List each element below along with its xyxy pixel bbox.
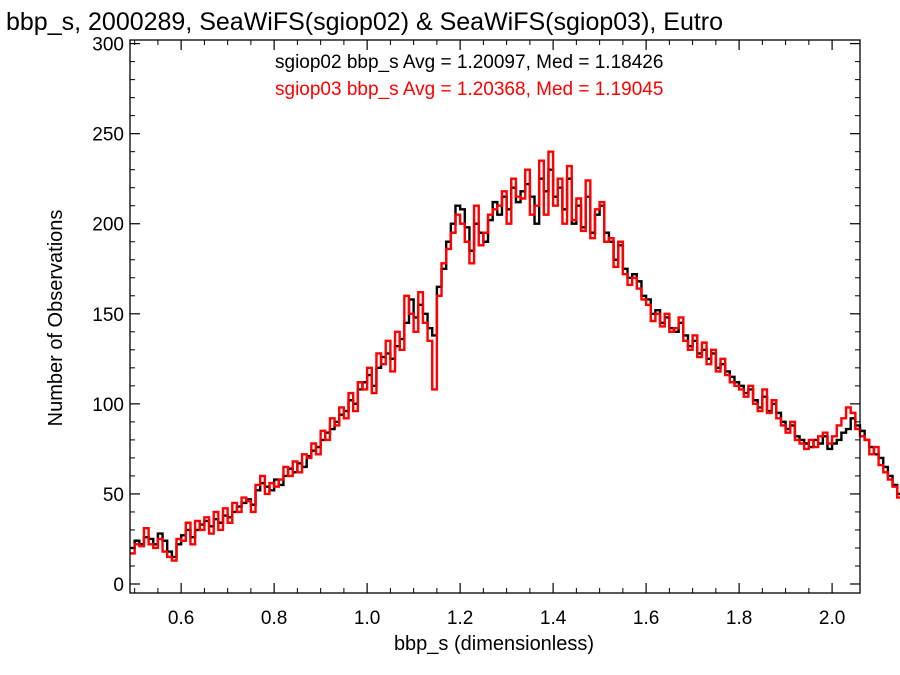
stats-legend: sgiop02 bbp_s Avg = 1.20097, Med = 1.184… — [275, 52, 663, 100]
stats-line-1: sgiop02 bbp_s Avg = 1.20097, Med = 1.184… — [275, 52, 663, 73]
x-axis-label: bbp_s (dimensionless) — [394, 633, 594, 655]
x-tick-label: 1.2 — [447, 608, 473, 629]
stats-line-2: sgiop03 bbp_s Avg = 1.20368, Med = 1.190… — [275, 79, 663, 100]
axes — [129, 39, 861, 594]
y-tick-label: 100 — [92, 395, 124, 416]
y-tick-label: 50 — [103, 485, 124, 506]
x-tick-label: 1.6 — [633, 608, 659, 629]
series-group — [130, 150, 900, 562]
tick-labels: 0.6 0.8 1.0 1.2 1.4 1.6 1.8 2.0 0 50 100 150 200 250 3… — [92, 35, 845, 629]
x-tick-label: 1.0 — [354, 608, 380, 629]
x-tick-label: 2.0 — [819, 608, 845, 629]
y-axis-label: Number of Observations — [45, 210, 67, 427]
x-tick-label: 0.8 — [261, 608, 287, 629]
y-tick-label: 300 — [92, 35, 124, 56]
chart-title: bbp_s, 2000289, SeaWiFS(sgiop02) & SeaWi… — [6, 8, 723, 36]
histogram-series-2 — [130, 150, 900, 562]
y-tick-label: 250 — [92, 125, 124, 146]
histogram-series-1 — [130, 168, 900, 559]
y-tick-label: 200 — [92, 215, 124, 236]
y-tick-label: 0 — [113, 575, 124, 596]
plot-frame — [129, 39, 861, 594]
x-tick-label: 1.4 — [540, 608, 567, 629]
y-tick-label: 150 — [92, 305, 124, 326]
x-tick-label: 0.6 — [168, 608, 194, 629]
x-tick-label: 1.8 — [726, 608, 752, 629]
